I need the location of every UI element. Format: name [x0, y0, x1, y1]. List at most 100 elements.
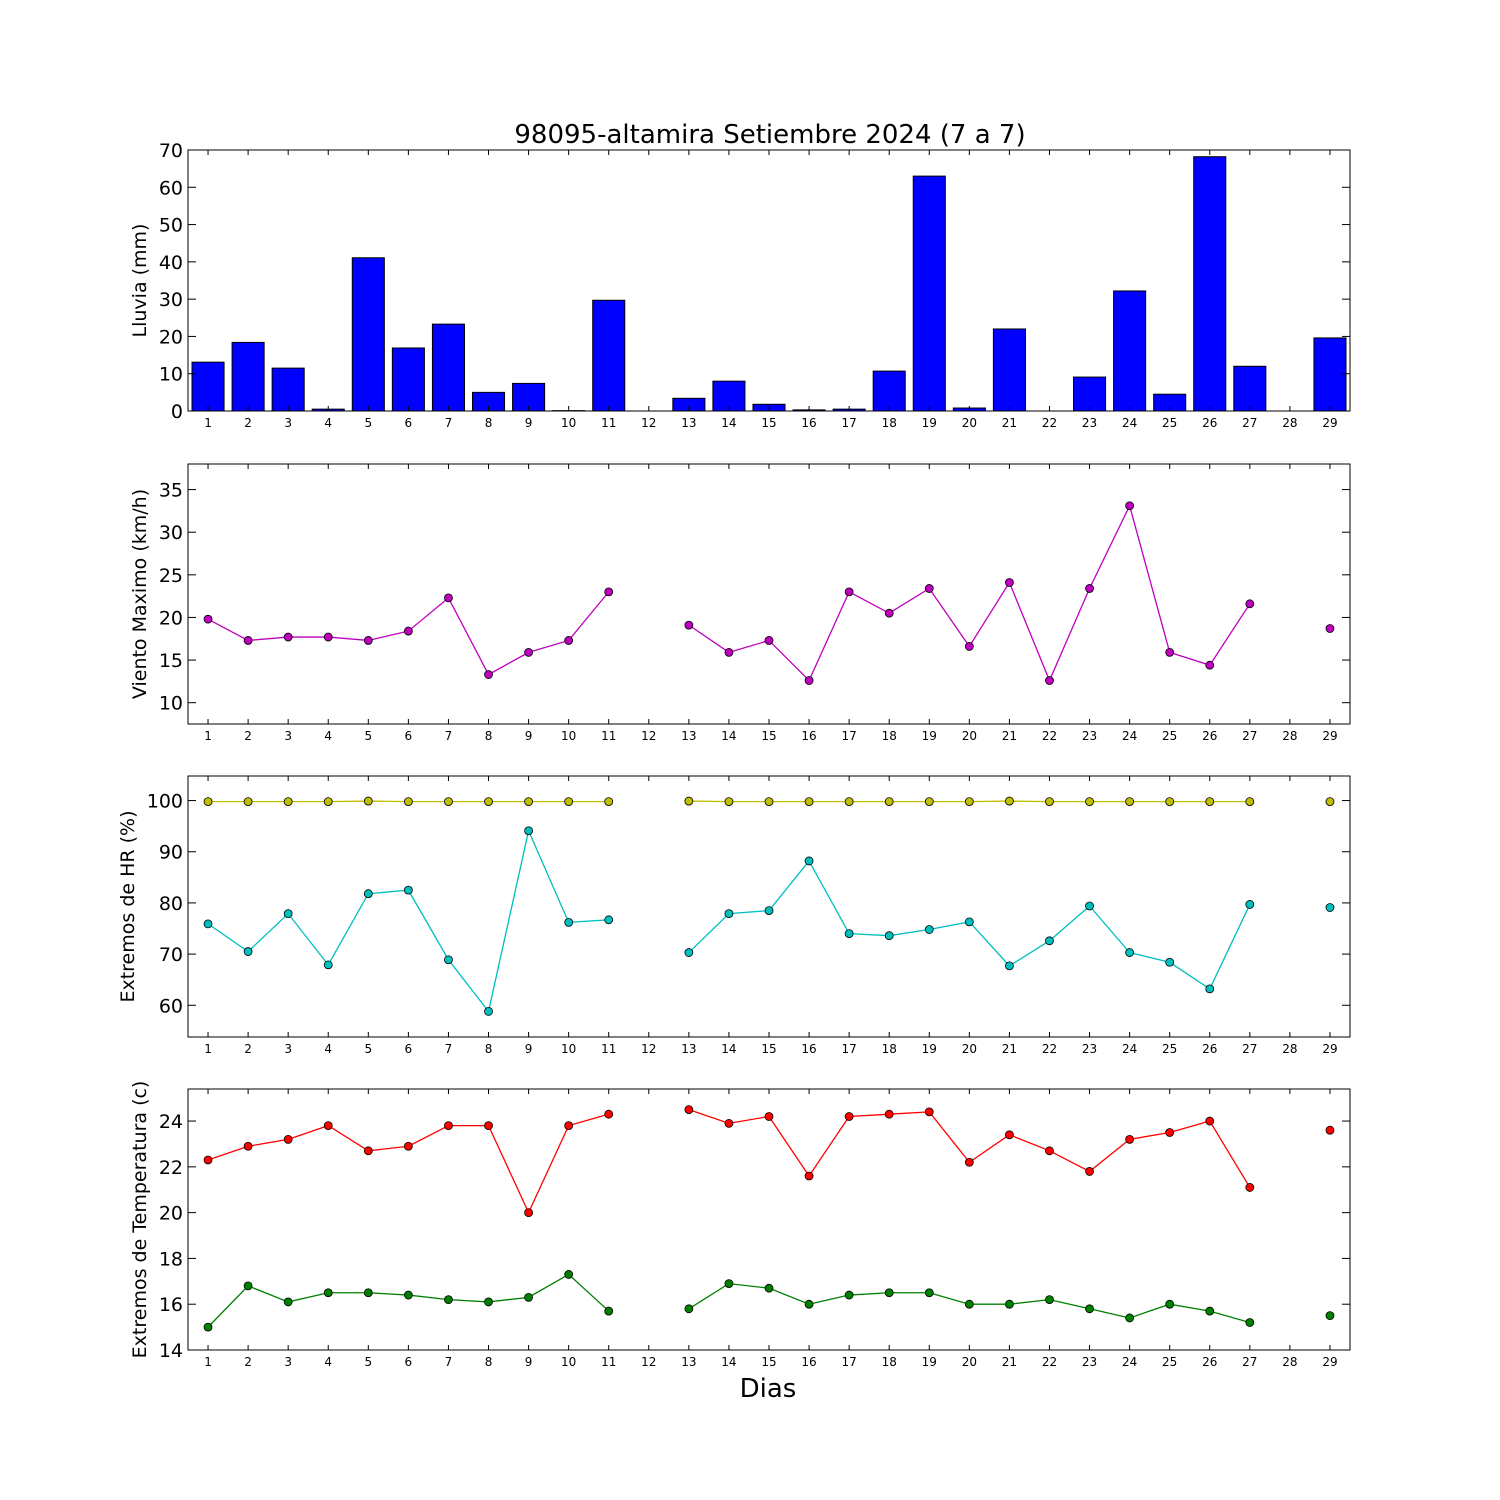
x-tick-label: 1: [204, 1042, 212, 1056]
x-tick-label: 10: [561, 1042, 576, 1056]
x-tick-label: 7: [445, 1355, 453, 1369]
series-0-point-day-16: [804, 1171, 814, 1181]
y-tick-label: 80: [159, 893, 183, 915]
series-1-point-day-3: [283, 909, 293, 919]
bar-day-19: [912, 175, 946, 412]
series-1-point-day-23: [1085, 1304, 1094, 1314]
x-tick-label: 28: [1282, 416, 1297, 430]
series-0-point-day-5: [363, 1146, 373, 1156]
series-0-point-day-4: [323, 632, 333, 642]
y-tick-label: 16: [159, 1294, 183, 1316]
x-tick-label: 7: [445, 729, 453, 743]
x-tick-label: 5: [364, 1355, 372, 1369]
series-0-point-day-26: [1205, 660, 1215, 670]
series-1-point-day-18: [884, 931, 894, 941]
series-0-point-day-3: [283, 632, 293, 642]
series-0-point-day-13: [684, 620, 694, 630]
series-0-point-day-21: [1005, 1130, 1014, 1140]
x-tick-label: 13: [681, 1355, 696, 1369]
x-tick-label: 3: [284, 729, 292, 743]
y-tick-label: 20: [159, 326, 183, 348]
y-tick-label: 90: [159, 842, 183, 864]
x-tick-label: 29: [1322, 416, 1337, 430]
series-1-point-day-6: [403, 885, 413, 895]
series-1-point-day-14: [724, 909, 734, 919]
series-1-point-day-20: [964, 1299, 974, 1309]
series-0-point-day-18: [884, 608, 894, 618]
series-1-point-day-10: [564, 1270, 574, 1279]
x-tick-label: 19: [922, 1355, 937, 1369]
panel-lluvia: 1 2 3 4 5 6 7 8 9 10 11 12 13 14 15 16 17 18 19 20 21 22 23 24 2…: [129, 140, 1351, 430]
x-tick-label: 9: [525, 1355, 533, 1369]
x-tick-label: 26: [1202, 729, 1217, 743]
series-0-point-day-29: [1325, 624, 1335, 633]
series-0-point-day-14: [724, 647, 734, 657]
y-tick-label: 30: [159, 289, 183, 311]
x-tick-label: 1: [204, 1355, 212, 1369]
x-tick-label: 4: [324, 416, 332, 430]
series-0-point-day-11: [604, 1109, 614, 1119]
series-0-point-day-24: [1125, 1134, 1135, 1144]
series-0-point-day-18: [884, 797, 894, 806]
series-1-point-day-23: [1085, 901, 1094, 911]
x-tick-label: 1: [204, 416, 212, 430]
x-tick-label: 18: [882, 729, 897, 743]
series-0-point-day-26: [1205, 797, 1215, 806]
x-tick-label: 14: [721, 729, 736, 743]
x-tick-label: 11: [601, 729, 616, 743]
y-tick-label: 22: [159, 1157, 183, 1179]
series-0-point-day-8: [484, 1121, 493, 1131]
series-1-point-day-15: [764, 1283, 774, 1293]
series-0-point-day-10: [564, 636, 574, 645]
x-tick-label: 24: [1122, 1042, 1137, 1056]
x-tick-label: 19: [922, 729, 937, 743]
series-0-point-day-27: [1245, 797, 1255, 806]
series-0-point-day-22: [1045, 1146, 1054, 1156]
panel-viento: 1 2 3 4 5 6 7 8 9 10 11 12 13 14 15 16 17 18 19 20 21 22 23 24 2…: [129, 463, 1351, 743]
series-1-point-day-7: [444, 955, 453, 965]
x-tick-label: 6: [405, 1355, 413, 1369]
x-tick-label: 6: [405, 729, 413, 743]
series-0-point-day-10: [564, 1121, 574, 1131]
y-tick-label: 70: [159, 140, 183, 162]
y-tick-label: 20: [159, 607, 183, 629]
x-tick-label: 22: [1042, 416, 1057, 430]
x-tick-label: 15: [761, 729, 776, 743]
series-0-point-day-9: [524, 1208, 533, 1218]
bar-day-5: [351, 257, 385, 412]
y-tick-label: 60: [159, 995, 183, 1017]
series-1-point-day-8: [484, 1007, 493, 1016]
series-0-point-day-6: [403, 797, 413, 806]
x-tick-label: 26: [1202, 416, 1217, 430]
x-tick-label: 11: [601, 1355, 616, 1369]
y-axis-label-lluvia: Lluvia (mm): [129, 224, 151, 338]
series-0-point-day-25: [1165, 797, 1175, 806]
series-1-point-day-29: [1325, 903, 1335, 912]
series-1-point-day-14: [724, 1279, 734, 1289]
x-tick-label: 24: [1122, 1355, 1137, 1369]
series-0-point-day-21: [1005, 796, 1014, 806]
series-0-point-day-23: [1085, 797, 1094, 806]
y-tick-label: 70: [159, 944, 183, 966]
series-1-point-day-2: [243, 1281, 253, 1291]
x-tick-label: 16: [801, 729, 816, 743]
bar-day-24: [1113, 290, 1147, 412]
series-1-point-day-8: [484, 1297, 493, 1307]
series-0-point-day-15: [764, 1112, 774, 1121]
x-tick-label: 21: [1002, 1355, 1017, 1369]
x-tick-label: 24: [1122, 729, 1137, 743]
series-0-point-day-15: [764, 636, 774, 645]
x-tick-label: 9: [525, 1042, 533, 1056]
series-0-point-day-17: [844, 1112, 854, 1121]
bar-day-18: [872, 370, 906, 412]
x-tick-label: 7: [445, 416, 453, 430]
series-0-point-day-24: [1125, 797, 1135, 806]
x-tick-label: 2: [244, 1355, 252, 1369]
series-1-point-day-21: [1005, 1299, 1014, 1309]
series-1-point-day-7: [444, 1295, 453, 1305]
x-tick-label: 15: [761, 1355, 776, 1369]
x-tick-label: 8: [485, 1355, 493, 1369]
y-tick-label: 30: [159, 522, 183, 544]
x-tick-label: 7: [445, 1042, 453, 1056]
